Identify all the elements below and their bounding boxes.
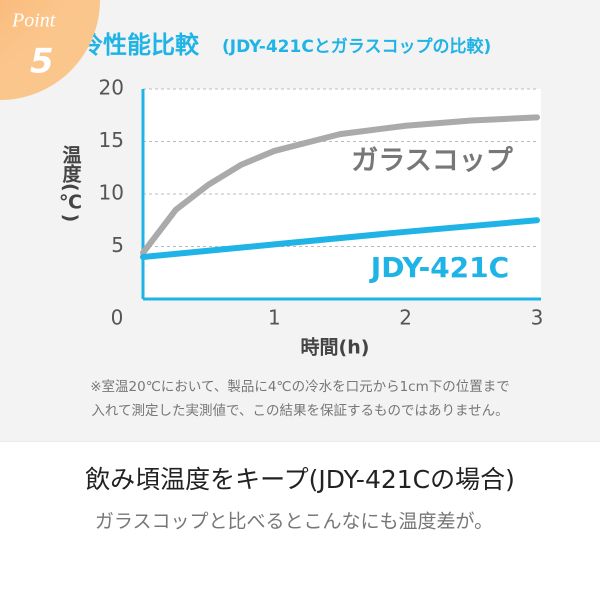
- y-axis-label: 温度(℃): [60, 145, 82, 223]
- footer-text: ガラスコップと比べるとこんなにも温度差が。: [95, 511, 493, 533]
- series-line: [140, 114, 540, 256]
- badge-number: 5: [30, 42, 54, 82]
- x-axis-label: 時間(h): [301, 337, 370, 359]
- y-tick-label: 5: [111, 233, 124, 257]
- series-line: [140, 217, 540, 260]
- y-tick-label: 15: [99, 128, 124, 152]
- note-line: 入れて測定した実測値で、この結果を保証するものではありません。: [91, 403, 508, 419]
- series-label: ガラスコップ: [351, 146, 513, 177]
- series-label: JDY-421C: [369, 251, 509, 284]
- badge-label: Point: [11, 10, 56, 32]
- badge: [0, 0, 100, 100]
- footer-background: [0, 442, 600, 600]
- footer-heading: 飲み頃温度をキープ(JDY-421Cの場合): [85, 465, 515, 494]
- y-tick-label: 10: [99, 181, 124, 205]
- chart-subtitle: (JDY-421Cとガラスコップの比較): [222, 36, 491, 57]
- x-tick-label: 3: [531, 306, 544, 330]
- x-tick-label: 0: [111, 306, 124, 330]
- y-tick-label: 20: [99, 76, 124, 100]
- x-tick-label: 1: [268, 306, 281, 330]
- x-tick-label: 2: [399, 306, 412, 330]
- note-line: ※室温20℃において、製品に4℃の冷水を口元から1cm下の位置まで: [90, 378, 509, 395]
